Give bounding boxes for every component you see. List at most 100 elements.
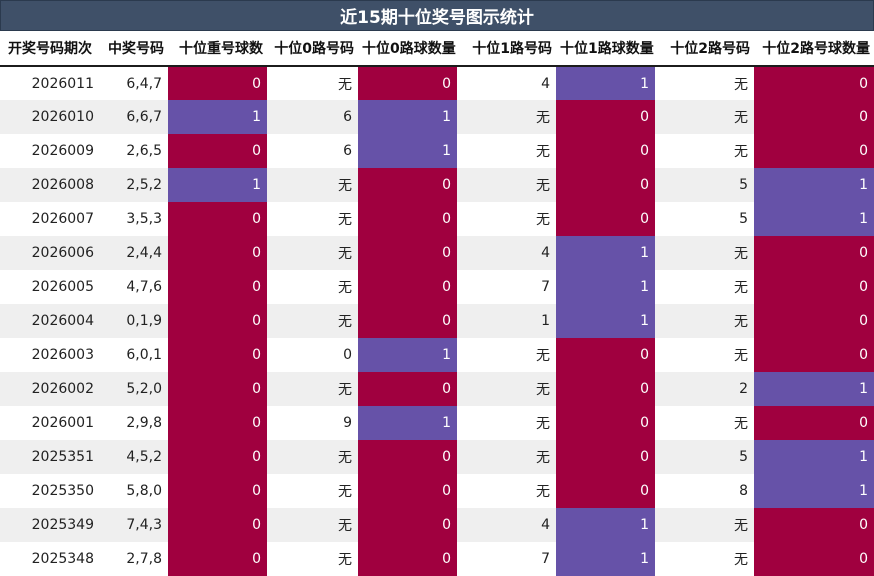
table-row: 2026010 6,6,7 1 6 1 无 0 无 0 xyxy=(0,100,874,134)
table-cell: 无 xyxy=(734,348,748,364)
table-cell: 0 xyxy=(168,236,267,270)
table-cell: 无 xyxy=(338,212,352,228)
table-cell: 0 xyxy=(358,542,457,576)
table-cell: 无 xyxy=(734,416,748,432)
column-header: 十位0路球数量 xyxy=(358,31,457,67)
table-cell: 2026003 xyxy=(31,347,94,363)
table-cell: 无 xyxy=(267,440,358,474)
table-cell: 8 xyxy=(739,483,748,499)
table-cell: 无 xyxy=(536,144,550,160)
table-cell: 5 xyxy=(739,211,748,227)
table-cell: 2026009 xyxy=(31,143,94,159)
table-cell: 6,6,7 xyxy=(100,100,168,134)
table-cell: 0 xyxy=(168,202,267,236)
column-header: 十位2路号码 xyxy=(655,31,754,67)
table-cell: 0 xyxy=(754,134,874,168)
table-row: 2025348 2,7,8 0 无 0 7 1 无 0 xyxy=(0,542,874,576)
table-cell: 2026001 xyxy=(31,415,94,431)
table-cell: 0 xyxy=(754,270,874,304)
table-row: 2026004 0,1,9 0 无 0 1 1 无 0 xyxy=(0,304,874,338)
table-cell: 2026002 xyxy=(0,372,100,406)
table-row: 2026001 2,9,8 0 9 1 无 0 无 0 xyxy=(0,406,874,440)
table-cell: 0 xyxy=(168,372,267,406)
table-cell: 0 xyxy=(556,100,655,134)
table-row: 2026009 2,6,5 0 6 1 无 0 无 0 xyxy=(0,134,874,168)
table-cell: 0 xyxy=(754,508,874,542)
table-cell: 无 xyxy=(338,76,352,93)
table-row: 2026011 6,4,7 0 无 0 4 1 无 0 xyxy=(0,66,874,100)
table-cell: 1 xyxy=(358,100,457,134)
table-cell: 5,8,0 xyxy=(126,483,162,499)
table-cell: 0 xyxy=(343,347,352,363)
table-cell: 0 xyxy=(358,508,457,542)
table-cell: 1 xyxy=(754,168,874,202)
table-cell: 0 xyxy=(556,440,655,474)
table-cell: 1 xyxy=(358,406,457,440)
column-header: 十位1路球数量 xyxy=(556,31,655,67)
table-row: 2026003 6,0,1 0 0 1 无 0 无 0 xyxy=(0,338,874,372)
table-cell: 5 xyxy=(655,440,754,474)
table-cell: 2,4,4 xyxy=(100,236,168,270)
table-cell: 0 xyxy=(754,66,874,100)
table-cell: 7 xyxy=(541,279,550,295)
table-cell: 0 xyxy=(754,304,874,338)
table-row: 2026002 5,2,0 0 无 0 无 0 2 1 xyxy=(0,372,874,406)
table-cell: 无 xyxy=(655,236,754,270)
table-cell: 2,7,8 xyxy=(126,551,162,567)
table-cell: 0 xyxy=(168,304,267,338)
table-cell: 0 xyxy=(358,236,457,270)
table-cell: 0 xyxy=(358,372,457,406)
table-cell: 无 xyxy=(734,552,748,568)
table-cell: 2025351 xyxy=(0,440,100,474)
table-cell: 2025349 xyxy=(0,508,100,542)
table-cell: 1 xyxy=(457,304,556,338)
table-cell: 7 xyxy=(541,551,550,567)
table-cell: 2026008 xyxy=(0,168,100,202)
table-cell: 无 xyxy=(267,236,358,270)
table-cell: 7,4,3 xyxy=(100,508,168,542)
table-row: 2026008 2,5,2 1 无 0 无 0 5 1 xyxy=(0,168,874,202)
table-cell: 0 xyxy=(754,100,874,134)
table-cell: 1 xyxy=(556,66,655,100)
table-cell: 0 xyxy=(358,270,457,304)
table-cell: 无 xyxy=(655,508,754,542)
table-cell: 无 xyxy=(267,372,358,406)
table-cell: 0 xyxy=(358,202,457,236)
table-cell: 无 xyxy=(338,484,352,500)
table-cell: 2025350 xyxy=(31,483,94,499)
table-cell: 0 xyxy=(168,66,267,100)
table-cell: 0 xyxy=(556,134,655,168)
table-cell: 无 xyxy=(734,76,748,93)
table-cell: 无 xyxy=(536,212,550,228)
column-header: 开奖号码期次 xyxy=(0,31,100,67)
table-cell: 0 xyxy=(556,372,655,406)
table-cell: 无 xyxy=(536,348,550,364)
table-cell: 无 xyxy=(457,100,556,134)
table-cell: 无 xyxy=(655,100,754,134)
table-cell: 0 xyxy=(168,542,267,576)
table-row: 2025351 4,5,2 0 无 0 无 0 5 1 xyxy=(0,440,874,474)
table-cell: 1 xyxy=(168,168,267,202)
table-cell: 0 xyxy=(358,168,457,202)
table-cell: 2,5,2 xyxy=(100,168,168,202)
table-cell: 1 xyxy=(754,372,874,406)
table-cell: 6 xyxy=(343,143,352,159)
table-cell: 无 xyxy=(267,508,358,542)
table-cell: 0 xyxy=(754,236,874,270)
column-header: 十位2路号球数量 xyxy=(754,31,874,67)
table-cell: 1 xyxy=(556,236,655,270)
table-cell: 4,5,2 xyxy=(100,440,168,474)
table-cell: 5 xyxy=(655,168,754,202)
table-cell: 无 xyxy=(536,416,550,432)
table-cell: 0 xyxy=(754,406,874,440)
stats-table: 开奖号码期次 中奖号码 十位重号球数 十位0路号码 十位0路球数量 十位1路号码 十位1路球… xyxy=(0,31,874,576)
table-cell: 0 xyxy=(168,440,267,474)
table-cell: 无 xyxy=(338,552,352,568)
table-cell: 4 xyxy=(457,236,556,270)
table-cell: 1 xyxy=(556,542,655,576)
table-cell: 3,5,3 xyxy=(126,211,162,227)
header-row: 开奖号码期次 中奖号码 十位重号球数 十位0路号码 十位0路球数量 十位1路号码 十位1路球… xyxy=(0,31,874,67)
table-cell: 0 xyxy=(168,338,267,372)
table-cell: 0 xyxy=(168,134,267,168)
table-cell: 2026010 xyxy=(0,100,100,134)
